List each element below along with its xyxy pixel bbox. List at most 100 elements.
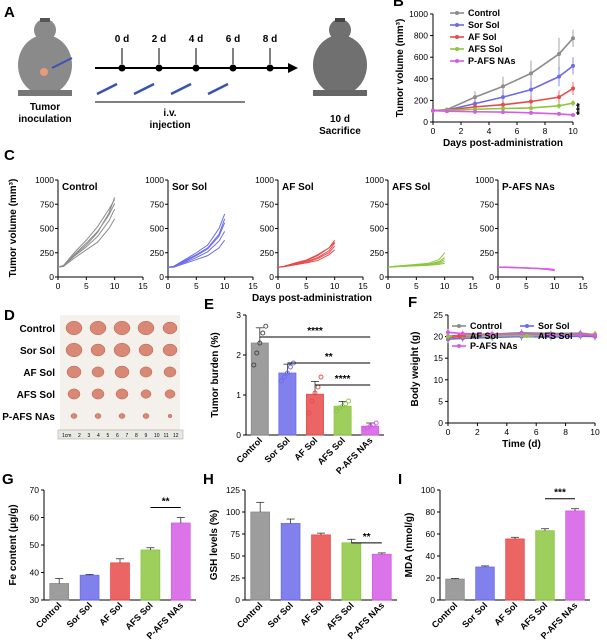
data-point bbox=[257, 340, 263, 346]
data-point bbox=[473, 109, 477, 114]
data-point bbox=[529, 99, 533, 104]
bar bbox=[475, 566, 495, 601]
x-tick-label: 6 bbox=[534, 427, 539, 437]
data-point bbox=[490, 332, 495, 337]
ruler-tick-label: 10 bbox=[154, 433, 160, 439]
data-point bbox=[431, 108, 435, 113]
y-tick-label: 20 bbox=[434, 332, 444, 342]
data-point bbox=[557, 95, 561, 100]
end-day-label: 10 d bbox=[330, 114, 350, 125]
data-point bbox=[312, 390, 318, 396]
data-point bbox=[571, 112, 575, 117]
legend-label: AF Sol bbox=[470, 331, 499, 341]
y-axis-label: Tumor volume (mm³) bbox=[395, 19, 406, 118]
x-axis-label: Time (d) bbox=[502, 439, 541, 450]
x-tick-label: 0 bbox=[166, 281, 171, 291]
tumor-specimen bbox=[140, 389, 152, 399]
individual-line bbox=[167, 222, 226, 268]
category-label: Sor Sol bbox=[65, 600, 94, 629]
y-tick-label: 1000 bbox=[409, 9, 428, 19]
panel-letter: H bbox=[203, 471, 214, 488]
bar bbox=[445, 578, 465, 601]
y-tick-label: 0 bbox=[269, 272, 274, 282]
ruler-tick-label: 8 bbox=[135, 433, 138, 439]
tumor-specimen bbox=[66, 365, 82, 379]
data-point bbox=[501, 95, 505, 100]
category-label: Sor Sol bbox=[460, 600, 489, 629]
individual-line bbox=[277, 242, 336, 268]
individual-line bbox=[168, 239, 226, 268]
chart-b: B 0 200 400 600 800 1000 0 2 4 6 8 10 Days post-admin… bbox=[393, 0, 586, 149]
individual-line bbox=[57, 199, 116, 268]
timeline-dot bbox=[266, 64, 274, 72]
y-tick-label: 1 bbox=[236, 390, 241, 400]
x-tick-label: 15 bbox=[248, 281, 258, 291]
data-point bbox=[593, 333, 597, 338]
y-tick-label: 750 bbox=[480, 199, 494, 209]
data-point bbox=[254, 350, 260, 356]
data-point bbox=[571, 101, 575, 106]
mouse-icon-left bbox=[18, 18, 73, 96]
y-tick-label: 100 bbox=[421, 485, 435, 495]
subplot-title: Control bbox=[62, 182, 98, 193]
panel-d-tumor-photo: D Control Sor Sol AF Sol AFS Sol P-AFS NAs 1… bbox=[2, 307, 184, 440]
ruler-tick-label: 6 bbox=[116, 433, 119, 439]
legend-marker bbox=[455, 35, 459, 39]
legend-marker bbox=[455, 11, 459, 15]
data-point bbox=[309, 398, 315, 404]
tumor-specimen bbox=[91, 388, 105, 400]
tumor-specimen bbox=[162, 343, 178, 357]
tumor-specimen bbox=[89, 320, 107, 336]
tumor-specimen bbox=[118, 413, 126, 419]
panel-letter-d: D bbox=[4, 307, 15, 324]
data-point bbox=[460, 331, 465, 336]
x-tick-label: 0 bbox=[276, 281, 281, 291]
subplot-title: AF Sol bbox=[282, 182, 314, 193]
y-axis-label: MDA (nmol/g) bbox=[404, 513, 415, 578]
tumor-specimen bbox=[163, 366, 177, 378]
y-tick-label: 40 bbox=[30, 568, 40, 578]
y-tick-label: 25 bbox=[434, 310, 444, 320]
significance-label: ** bbox=[162, 497, 170, 508]
individual-line bbox=[387, 262, 445, 268]
bar bbox=[278, 372, 297, 436]
y-tick-label: 50 bbox=[231, 551, 241, 561]
x-tick-label: 2 bbox=[475, 427, 480, 437]
sacrifice-label: Sacrifice bbox=[319, 126, 361, 137]
data-point bbox=[315, 384, 321, 390]
bar bbox=[140, 549, 161, 601]
y-tick-label: 400 bbox=[414, 74, 428, 84]
significance-label: ** bbox=[325, 352, 333, 363]
y-tick-label: 250 bbox=[260, 248, 274, 258]
individual-line bbox=[57, 203, 116, 268]
timeline-day-label: 2 d bbox=[152, 34, 166, 45]
tumor-specimen bbox=[164, 389, 176, 399]
category-label: AF Sol bbox=[298, 600, 325, 627]
photo-row-label: AF Sol bbox=[23, 368, 55, 379]
y-tick-label: 250 bbox=[480, 248, 494, 258]
y-tick-label: 1000 bbox=[35, 175, 54, 185]
y-tick-label: 500 bbox=[480, 224, 494, 234]
individual-line bbox=[277, 249, 335, 268]
data-point bbox=[373, 420, 379, 426]
mouse-icon-right bbox=[313, 18, 367, 96]
y-tick-label: 750 bbox=[370, 199, 384, 209]
x-tick-label: 2 bbox=[459, 126, 464, 136]
tumor-specimen bbox=[90, 343, 106, 357]
y-tick-label: 20 bbox=[426, 573, 436, 583]
bar bbox=[79, 574, 100, 601]
y-tick-label: 0 bbox=[489, 272, 494, 282]
data-point bbox=[340, 403, 346, 409]
syringe-icon bbox=[207, 82, 229, 96]
category-label: Sor Sol bbox=[266, 600, 295, 629]
bar bbox=[110, 562, 130, 601]
y-axis-label: Fe content (μg/g) bbox=[8, 504, 19, 585]
tumor-specimen bbox=[115, 388, 129, 400]
data-point bbox=[251, 362, 257, 368]
y-tick-label: 1000 bbox=[475, 175, 494, 185]
ruler-tick-label: 3 bbox=[88, 433, 91, 439]
legend-marker bbox=[457, 324, 461, 328]
data-point bbox=[334, 408, 340, 414]
